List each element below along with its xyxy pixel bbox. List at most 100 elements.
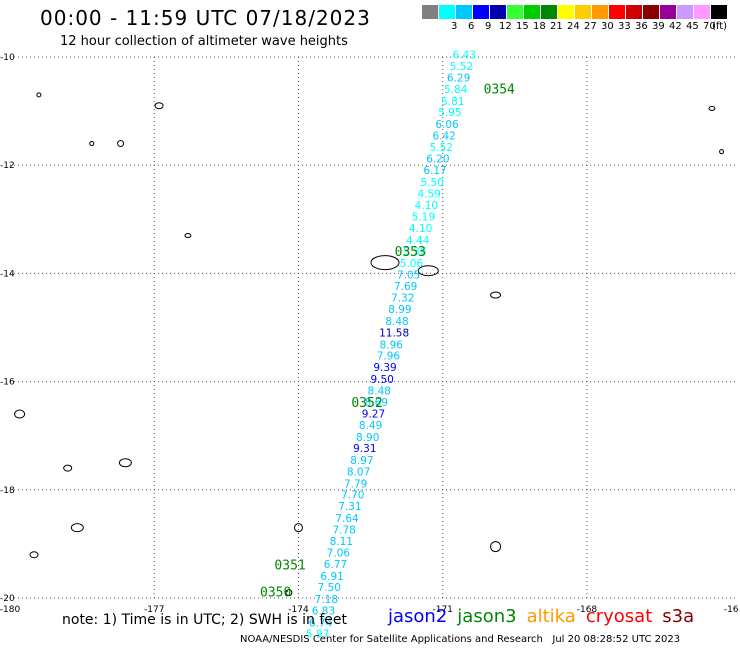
- island: [708, 105, 716, 111]
- lon-tick-label: -168: [577, 605, 598, 615]
- island: [70, 523, 84, 533]
- legend-swatch: [490, 5, 506, 19]
- swh-value: 8.49: [359, 420, 382, 432]
- units-note: note: 1) Time is in UTC; 2) SWH is in fe…: [62, 612, 348, 628]
- satellite-name: jason3: [457, 606, 517, 627]
- legend-swatch: [592, 5, 608, 19]
- swh-value: 6.77: [324, 559, 347, 571]
- swh-value: 9.27: [362, 409, 385, 421]
- legend-label: 33: [618, 21, 631, 32]
- coastlines: [14, 92, 725, 597]
- legend-label: 70: [703, 21, 716, 32]
- island: [490, 541, 502, 553]
- swh-value: 6.74: [309, 617, 333, 629]
- legend-swatch: [473, 5, 489, 19]
- swh-value: 5.84: [444, 84, 468, 96]
- swh-value: 5.95: [438, 107, 461, 119]
- swh-value: 7.32: [391, 293, 414, 305]
- swh-value: 6.29: [447, 73, 470, 85]
- swh-value: 11.58: [379, 327, 409, 339]
- swh-value: 7.31: [338, 501, 361, 513]
- swh-value: 8.48: [385, 316, 408, 328]
- swh-value: 6.91: [320, 571, 343, 583]
- satellite-track: 6.435.526.295.845.815.956.066.425.526.20…: [306, 49, 476, 640]
- swh-value: 4.59: [418, 188, 441, 200]
- legend-swatch: [643, 5, 659, 19]
- legend-swatch: [541, 5, 557, 19]
- lon-tick-label: -16: [724, 605, 739, 615]
- lat-tick-label: -20: [0, 594, 15, 604]
- lat-tick-label: -16: [0, 378, 15, 388]
- island: [154, 102, 164, 110]
- swh-value: 8.69: [365, 397, 388, 409]
- swh-value: 5.50: [420, 177, 443, 189]
- satellite-name: s3a: [662, 606, 695, 627]
- island: [719, 149, 725, 155]
- swh-value: 6.17: [423, 165, 446, 177]
- legend-swatch: [507, 5, 523, 19]
- swh-value: 8.07: [347, 466, 370, 478]
- legend-label: 15: [516, 21, 529, 32]
- island: [285, 589, 293, 597]
- legend-swatch: [677, 5, 693, 19]
- legend-label: 24: [567, 21, 580, 32]
- legend-swatch: [456, 5, 472, 19]
- lon-tick-label: -177: [144, 605, 164, 615]
- legend-label: 3: [451, 21, 458, 32]
- legend-label: 42: [669, 21, 682, 32]
- legend-swatch: [660, 5, 676, 19]
- swh-value: 6.06: [435, 119, 459, 131]
- swh-value: 7.64: [335, 513, 359, 525]
- swh-value: 6.83: [312, 605, 335, 617]
- swh-value: 9.50: [370, 374, 393, 386]
- pass-id-label: 0350: [260, 586, 291, 601]
- swh-value: 5.36: [403, 246, 427, 258]
- swh-value: 5.06: [400, 258, 424, 270]
- legend-label: 27: [584, 21, 597, 32]
- island: [117, 140, 125, 148]
- swh-value: 8.48: [368, 385, 391, 397]
- swh-value: 7.69: [394, 281, 417, 293]
- swh-value: 8.90: [356, 432, 379, 444]
- swh-value: 5.52: [450, 61, 473, 73]
- legend-label: 45: [686, 21, 699, 32]
- lat-tick-label: -10: [0, 53, 15, 63]
- legend-swatch: [422, 5, 438, 19]
- pass-id-label: 0353: [395, 245, 426, 260]
- lon-tick-label: -180: [0, 605, 20, 615]
- legend-swatch: [558, 5, 574, 19]
- lat-tick-label: -14: [0, 269, 15, 279]
- swh-value: 7.70: [341, 490, 364, 502]
- island: [89, 141, 95, 147]
- swh-value: 8.96: [380, 339, 404, 351]
- swh-value: 8.97: [350, 455, 373, 467]
- swh-value: 5.52: [430, 142, 453, 154]
- swh-value: 8.11: [330, 536, 353, 548]
- legend-label: 9: [485, 21, 492, 32]
- swh-value: 9.31: [353, 443, 376, 455]
- island: [29, 551, 39, 559]
- credit-line: NOAA/NESDIS Center for Satellite Applica…: [240, 634, 681, 645]
- island: [118, 458, 132, 468]
- island: [184, 233, 192, 239]
- swh-value: 5.97: [306, 629, 329, 641]
- legend-label: 18: [533, 21, 546, 32]
- swh-value: 9.39: [373, 362, 396, 374]
- swh-value: 6.20: [426, 154, 449, 166]
- island: [293, 523, 303, 533]
- legend-label: 36: [635, 21, 648, 32]
- island: [490, 291, 502, 299]
- satellite-name: cryosat: [585, 606, 653, 627]
- swh-value: 6.42: [432, 130, 455, 142]
- lon-tick-label: -174: [288, 605, 309, 615]
- swh-value: 7.79: [344, 478, 367, 490]
- island: [370, 255, 400, 271]
- satellite-name: altika: [526, 606, 576, 627]
- swh-value: 7.18: [315, 594, 338, 606]
- swh-value: 7.06: [327, 548, 351, 560]
- swh-value: 7.50: [318, 582, 341, 594]
- swh-value: 7.78: [332, 524, 355, 536]
- pass-labels: 0354 0353 0352 0351 0350: [260, 82, 515, 600]
- page-subtitle: 12 hour collection of altimeter wave hei…: [60, 34, 348, 49]
